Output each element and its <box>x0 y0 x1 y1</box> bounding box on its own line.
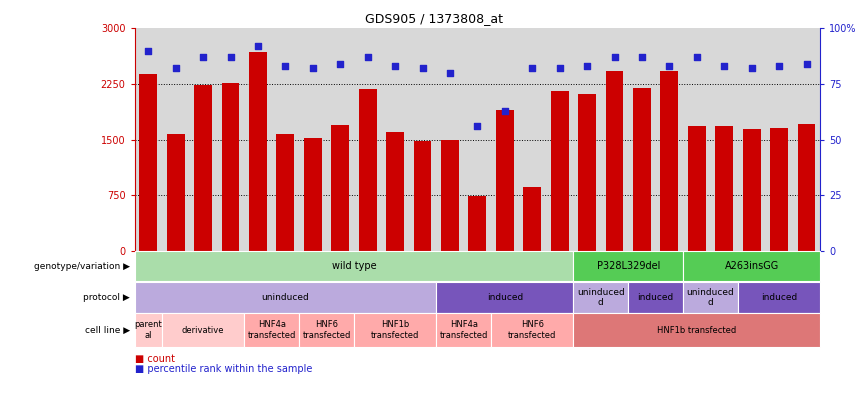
Bar <box>441 141 459 251</box>
Point <box>388 63 402 70</box>
Point <box>553 65 567 72</box>
Text: ■ percentile rank within the sample: ■ percentile rank within the sample <box>135 364 312 374</box>
Text: protocol ▶: protocol ▶ <box>83 293 130 302</box>
Text: HNF1b
transfected: HNF1b transfected <box>371 320 419 340</box>
Text: uninduced: uninduced <box>261 293 309 302</box>
Point <box>745 65 759 72</box>
Bar <box>715 126 733 251</box>
Bar <box>661 71 678 251</box>
Point <box>443 70 457 76</box>
Bar <box>332 125 349 251</box>
Bar <box>469 196 486 251</box>
Text: HNF4a
transfected: HNF4a transfected <box>247 320 296 340</box>
Point <box>333 61 347 67</box>
Bar <box>523 186 541 251</box>
Bar <box>249 52 266 251</box>
Text: uninduced
d: uninduced d <box>577 288 625 307</box>
Bar <box>551 91 569 251</box>
Bar <box>277 134 294 251</box>
Point <box>525 65 539 72</box>
Point <box>224 54 238 60</box>
Text: P328L329del: P328L329del <box>596 261 660 271</box>
Point <box>141 47 155 54</box>
Point <box>279 63 293 70</box>
Bar <box>578 94 596 251</box>
Point <box>608 54 621 60</box>
Bar <box>743 129 760 251</box>
Text: wild type: wild type <box>332 261 377 271</box>
Text: HNF4a
transfected: HNF4a transfected <box>439 320 488 340</box>
Bar <box>606 71 623 251</box>
Point <box>306 65 319 72</box>
Text: uninduced
d: uninduced d <box>687 288 734 307</box>
Point <box>717 63 731 70</box>
Point <box>799 61 813 67</box>
Text: induced: induced <box>638 293 674 302</box>
Text: genotype/variation ▶: genotype/variation ▶ <box>34 262 130 271</box>
Point <box>361 54 375 60</box>
Text: parent
al: parent al <box>135 320 162 340</box>
Point <box>251 43 265 49</box>
Bar <box>167 134 185 251</box>
Bar <box>386 132 404 251</box>
Bar <box>221 83 240 251</box>
Bar <box>496 110 514 251</box>
Point <box>662 63 676 70</box>
Text: GDS905 / 1373808_at: GDS905 / 1373808_at <box>365 12 503 25</box>
Text: A263insGG: A263insGG <box>725 261 779 271</box>
Text: HNF6
transfected: HNF6 transfected <box>302 320 351 340</box>
Bar <box>194 85 212 251</box>
Bar <box>358 89 377 251</box>
Bar <box>770 128 788 251</box>
Bar <box>633 88 651 251</box>
Point <box>416 65 430 72</box>
Point <box>580 63 594 70</box>
Bar <box>140 75 157 251</box>
Bar <box>798 124 815 251</box>
Text: HNF1b transfected: HNF1b transfected <box>657 326 736 335</box>
Text: derivative: derivative <box>182 326 224 335</box>
Point <box>690 54 704 60</box>
Bar <box>688 126 706 251</box>
Point <box>635 54 649 60</box>
Text: ■ count: ■ count <box>135 354 174 364</box>
Point <box>498 107 512 114</box>
Bar <box>414 141 431 251</box>
Bar <box>304 138 322 251</box>
Point <box>168 65 182 72</box>
Point <box>196 54 210 60</box>
Point <box>773 63 786 70</box>
Text: cell line ▶: cell line ▶ <box>85 326 130 335</box>
Text: induced: induced <box>487 293 523 302</box>
Point <box>470 123 484 130</box>
Text: induced: induced <box>761 293 797 302</box>
Text: HNF6
transfected: HNF6 transfected <box>508 320 556 340</box>
